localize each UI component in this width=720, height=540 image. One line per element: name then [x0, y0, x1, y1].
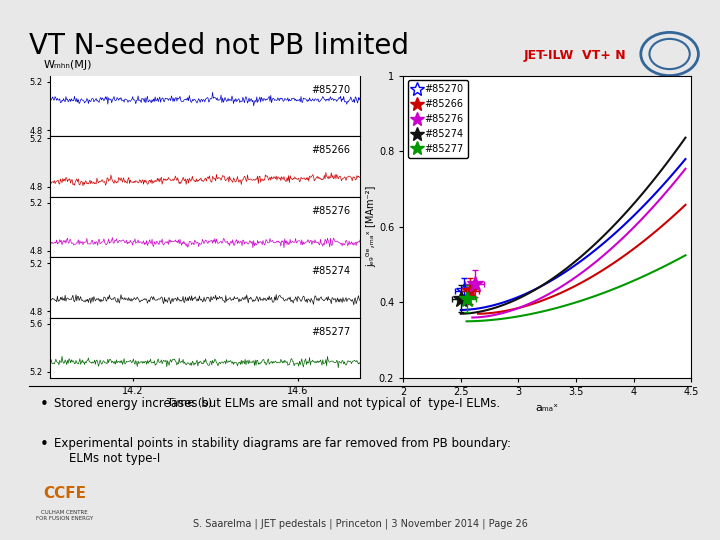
Text: CULHAM CENTRE
FOR FUSION ENERGY: CULHAM CENTRE FOR FUSION ENERGY	[36, 510, 94, 521]
Text: #85276: #85276	[312, 206, 351, 215]
Text: •: •	[40, 437, 48, 453]
Text: #85266: #85266	[312, 145, 351, 155]
Text: JET-ILW  VT+ N: JET-ILW VT+ N	[523, 49, 626, 62]
Text: Experimental points in stability diagrams are far removed from PB boundary:
    : Experimental points in stability diagram…	[54, 437, 511, 465]
Text: #85277: #85277	[312, 327, 351, 336]
Text: Time (s): Time (s)	[167, 397, 212, 408]
Text: •: •	[40, 397, 48, 412]
Text: Wₘₕₙ(MJ): Wₘₕₙ(MJ)	[43, 60, 91, 70]
Text: S. Saarelma | JET pedestals | Princeton | 3 November 2014 | Page 26: S. Saarelma | JET pedestals | Princeton …	[192, 519, 528, 529]
Text: CCFE: CCFE	[43, 486, 86, 501]
Text: VT N-seeded not PB limited: VT N-seeded not PB limited	[29, 32, 409, 60]
Legend: #85270, #85266, #85276, #85274, #85277: #85270, #85266, #85276, #85274, #85277	[408, 80, 468, 158]
X-axis label: aₘₐˣ: aₘₐˣ	[536, 403, 559, 413]
Text: #85274: #85274	[312, 266, 351, 276]
Text: #85270: #85270	[312, 85, 351, 94]
Text: Stored energy increases but ELMs are small and not typical of  type-I ELMs.: Stored energy increases but ELMs are sma…	[54, 397, 500, 410]
Y-axis label: jₑ₉ᴳᵉ,ₘₐˣ [MAm⁻²]: jₑ₉ᴳᵉ,ₘₐˣ [MAm⁻²]	[366, 186, 376, 267]
